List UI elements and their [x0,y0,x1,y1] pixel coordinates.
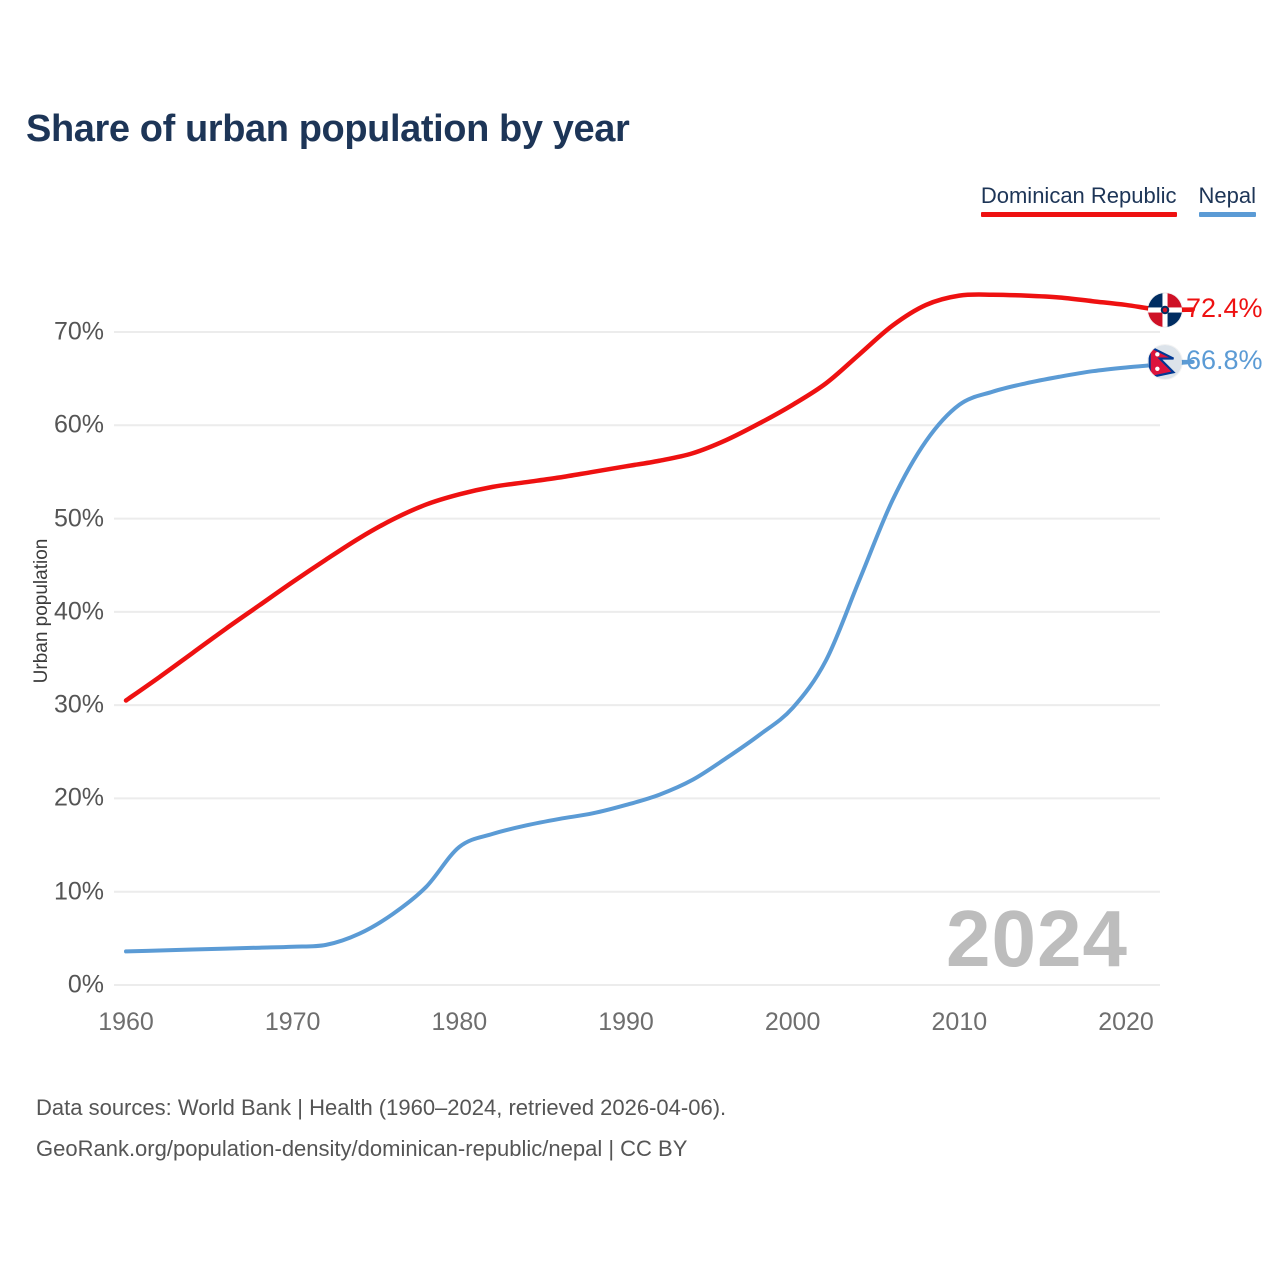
x-tick-label: 1970 [264,1008,321,1036]
x-tick-label: 1960 [98,1008,154,1036]
dominican-republic-flag-icon [1148,292,1182,327]
y-tick-label: 10% [53,877,104,906]
series-line-dominican-republic [123,292,1195,703]
y-tick-label: 0% [67,970,104,999]
legend-item-nepal[interactable]: Nepal [1198,183,1256,217]
x-tick-label: 2000 [764,1008,821,1036]
legend-label-nepal: Nepal [1198,183,1256,208]
y-tick-label: 50% [53,504,104,533]
y-tick-label: 20% [53,783,104,812]
legend-item-dominican-republic[interactable]: Dominican Republic [980,183,1177,217]
series-end-value-dominican-republic: 72.4% [1186,292,1263,323]
series-end-value-nepal: 66.8% [1186,344,1263,375]
chart-legend: Dominican Republic Nepal [980,183,1256,217]
series-line-nepal [124,359,1195,954]
chart-footer: Data sources: World Bank | Health (1960–… [36,1087,726,1169]
footer-attribution: GeoRank.org/population-density/dominican… [36,1136,688,1161]
y-tick-label: 30% [53,690,104,719]
y-tick-label: 40% [53,597,104,626]
year-watermark: 2024 [946,894,1128,983]
chart-title: Share of urban population by year [26,108,630,150]
x-tick-label: 1990 [598,1008,654,1036]
x-tick-label: 1980 [431,1008,488,1036]
legend-color-rule-dominican-republic [980,212,1177,217]
nepal-flag-icon [1148,344,1182,379]
y-tick-label: 70% [53,317,104,346]
x-tick-label: 2020 [1098,1008,1154,1036]
footer-data-sources: Data sources: World Bank | Health (1960–… [36,1095,727,1120]
legend-color-rule-nepal [1198,212,1256,217]
legend-label-dominican-republic: Dominican Republic [980,183,1177,208]
x-tick-label: 2010 [931,1008,988,1036]
y-tick-label: 60% [53,410,104,439]
